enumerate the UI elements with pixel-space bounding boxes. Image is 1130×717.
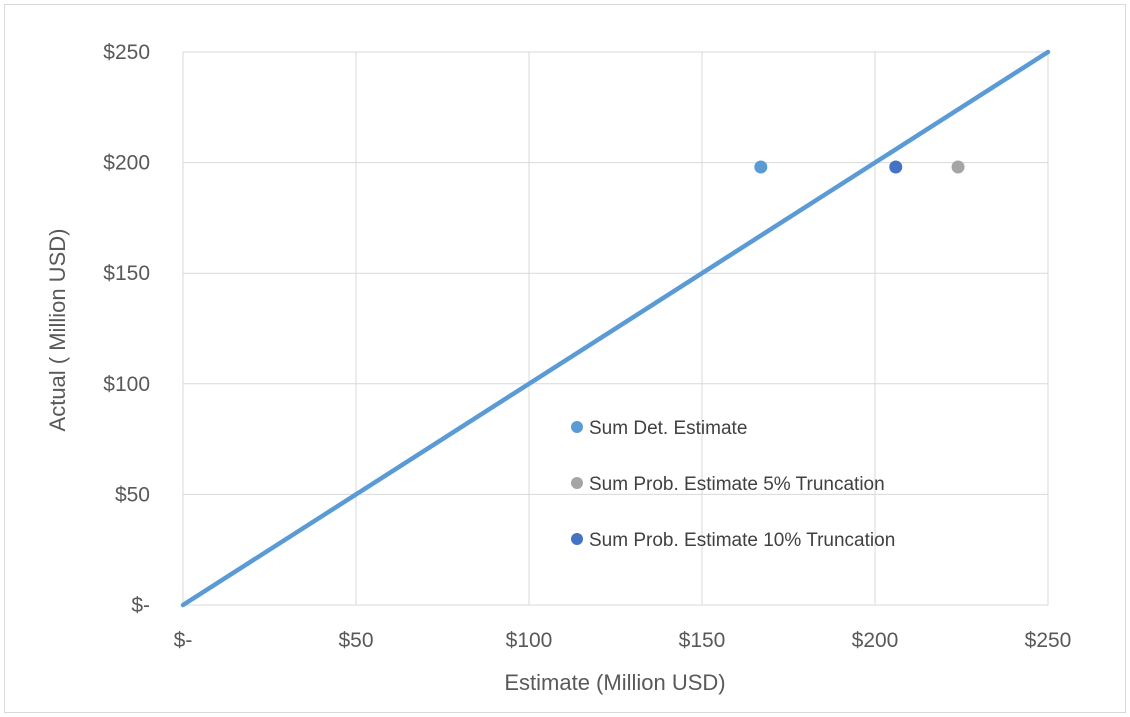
data-point xyxy=(889,160,903,174)
y-tick-label: $50 xyxy=(115,483,150,506)
x-axis-ticks: $- $50 $100 $150 $200 $250 xyxy=(174,629,1072,652)
y-axis-title: Actual ( Million USD) xyxy=(45,229,70,432)
data-point xyxy=(754,160,768,174)
data-points xyxy=(754,160,965,174)
gridlines xyxy=(182,51,1049,606)
data-point xyxy=(951,160,965,174)
x-tick-label: $50 xyxy=(338,629,373,652)
legend-marker xyxy=(571,421,583,433)
x-tick-label: $- xyxy=(174,629,193,652)
x-tick-label: $250 xyxy=(1025,629,1072,652)
legend-label: Sum Prob. Estimate 5% Truncation xyxy=(589,474,885,495)
y-tick-label: $100 xyxy=(103,373,150,396)
x-tick-label: $150 xyxy=(679,629,726,652)
legend-item: Sum Det. Estimate xyxy=(571,418,747,439)
x-tick-label: $200 xyxy=(852,629,899,652)
y-axis-ticks: $- $50 $100 $150 $200 $250 xyxy=(103,41,150,617)
legend: Sum Det. Estimate Sum Prob. Estimate 5% T… xyxy=(571,418,895,551)
legend-label: Sum Det. Estimate xyxy=(589,418,747,439)
reference-line xyxy=(180,49,1051,608)
x-tick-label: $100 xyxy=(506,629,553,652)
legend-item: Sum Prob. Estimate 5% Truncation xyxy=(571,474,885,495)
y-tick-label: $150 xyxy=(103,262,150,285)
x-axis-title: Estimate (Million USD) xyxy=(504,670,725,695)
legend-label: Sum Prob. Estimate 10% Truncation xyxy=(589,530,895,551)
legend-marker xyxy=(571,477,583,489)
legend-marker xyxy=(571,533,583,545)
reference-line-group xyxy=(180,49,1051,608)
y-tick-label: $250 xyxy=(103,41,150,64)
y-tick-label: $- xyxy=(131,594,150,617)
legend-item: Sum Prob. Estimate 10% Truncation xyxy=(571,530,895,551)
y-tick-label: $200 xyxy=(103,152,150,175)
